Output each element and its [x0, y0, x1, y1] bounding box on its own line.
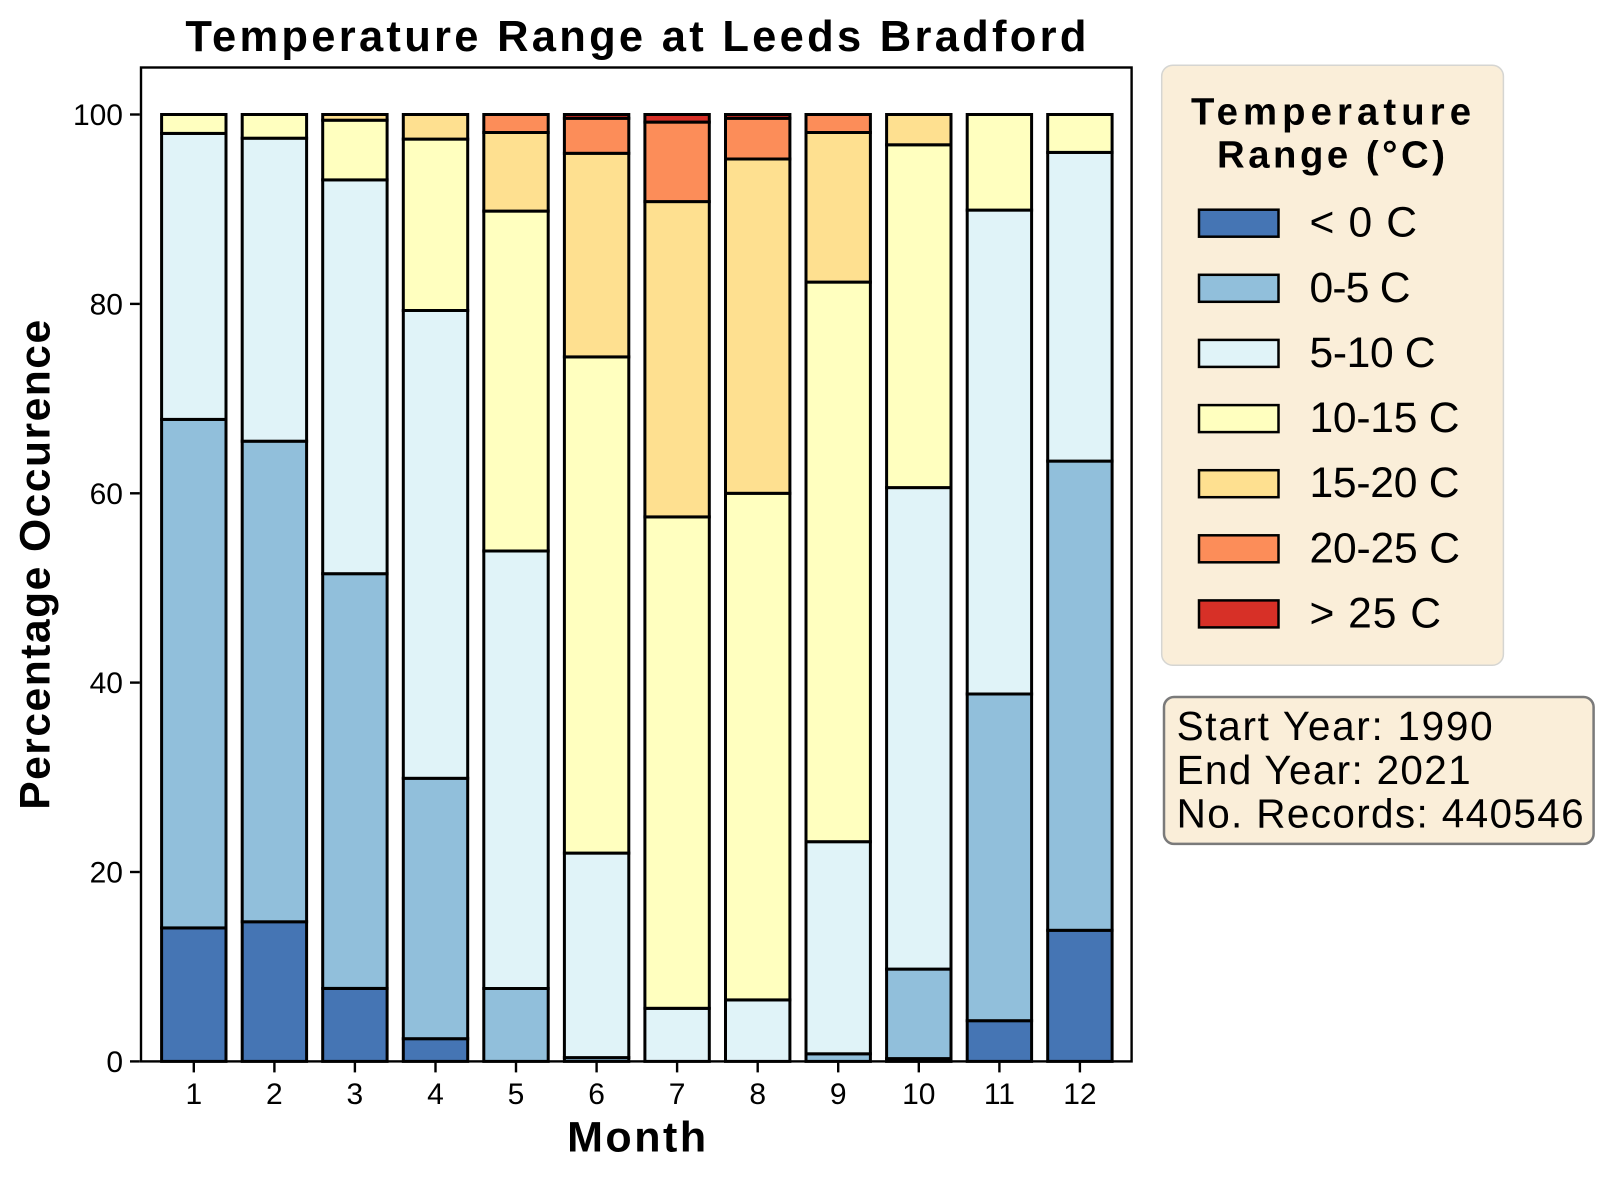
svg-text:20-25 C: 20-25 C — [1310, 524, 1461, 572]
svg-text:60: 60 — [90, 478, 123, 511]
svg-text:1: 1 — [185, 1078, 202, 1111]
svg-text:10-15 C: 10-15 C — [1310, 394, 1460, 442]
svg-text:12: 12 — [1063, 1078, 1096, 1111]
svg-text:100: 100 — [73, 99, 123, 132]
svg-text:Start Year: 1990: Start Year: 1990 — [1177, 703, 1493, 749]
svg-text:4: 4 — [427, 1078, 444, 1111]
svg-text:10: 10 — [902, 1078, 935, 1111]
svg-text:5-10 C: 5-10 C — [1310, 329, 1436, 377]
svg-text:11: 11 — [984, 1078, 1015, 1111]
svg-text:End Year: 2021: End Year: 2021 — [1177, 747, 1471, 793]
svg-text:> 25 C: > 25 C — [1310, 589, 1442, 637]
svg-text:80: 80 — [90, 288, 123, 321]
svg-text:8: 8 — [749, 1078, 766, 1111]
svg-text:3: 3 — [347, 1078, 364, 1111]
svg-text:Temperature Range at Leeds Bra: Temperature Range at Leeds Bradford — [185, 13, 1086, 61]
svg-text:40: 40 — [90, 667, 123, 700]
svg-text:20: 20 — [90, 857, 123, 890]
svg-text:0-5 C: 0-5 C — [1310, 264, 1411, 312]
svg-text:5: 5 — [508, 1078, 525, 1111]
svg-text:6: 6 — [588, 1078, 605, 1111]
svg-text:< 0 C: < 0 C — [1310, 199, 1418, 247]
svg-text:Percentage Occurence: Percentage Occurence — [12, 320, 60, 810]
svg-text:2: 2 — [266, 1078, 283, 1111]
svg-text:Temperature: Temperature — [1191, 91, 1471, 134]
svg-text:0: 0 — [106, 1046, 123, 1079]
svg-text:Month: Month — [567, 1114, 706, 1162]
svg-text:Range (°C): Range (°C) — [1217, 133, 1445, 176]
svg-text:7: 7 — [669, 1078, 686, 1111]
svg-text:No. Records: 440546: No. Records: 440546 — [1177, 791, 1584, 837]
svg-text:9: 9 — [830, 1078, 847, 1111]
svg-text:15-20 C: 15-20 C — [1310, 459, 1460, 507]
